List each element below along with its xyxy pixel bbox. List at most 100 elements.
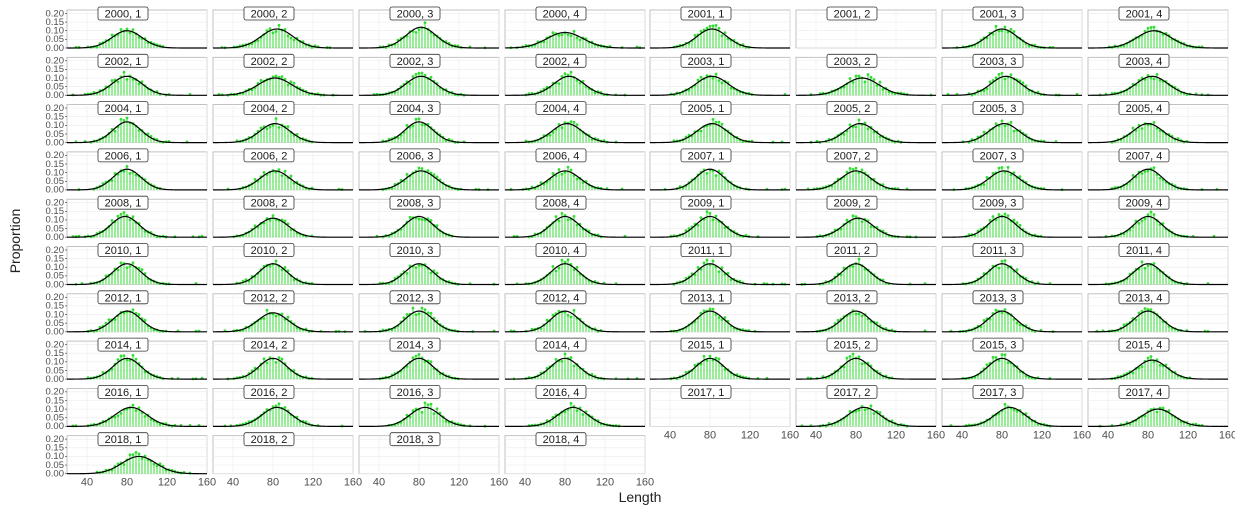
facet-label: 2011, 4	[1126, 245, 1162, 257]
observed-point	[415, 266, 418, 269]
facet-panel: 2001, 1	[650, 7, 790, 49]
facet-label: 2002, 1	[105, 56, 142, 68]
facet-panel: 2013, 4	[1088, 291, 1228, 333]
facet-panel: 2013, 2	[796, 291, 936, 333]
observed-point	[1010, 73, 1013, 76]
observed-point	[430, 403, 433, 406]
facet-label: 2012, 2	[251, 292, 288, 304]
facet-panel: 2000, 4	[505, 7, 645, 49]
observed-point	[861, 168, 864, 171]
facet-label: 2009, 4	[1126, 198, 1163, 210]
facet-label: 2005, 2	[834, 103, 871, 115]
observed-point	[135, 409, 138, 412]
observed-point	[406, 173, 409, 176]
observed-point	[1138, 222, 1141, 225]
observed-point	[1007, 166, 1010, 169]
observed-point	[561, 360, 564, 363]
observed-point	[730, 87, 733, 90]
facet-panel: 2005, 2	[796, 102, 936, 144]
facet-panel: 2009, 3	[942, 196, 1082, 238]
observed-point	[983, 183, 986, 186]
facet-label: 2004, 2	[251, 103, 288, 115]
observed-point	[132, 404, 135, 407]
observed-point	[117, 215, 120, 218]
facet-label: 2016, 4	[543, 387, 580, 399]
observed-point	[287, 83, 290, 86]
observed-point	[852, 214, 855, 217]
observed-point	[846, 357, 849, 360]
observed-point	[846, 219, 849, 222]
facet-label: 2001, 2	[834, 9, 871, 21]
observed-point	[290, 80, 293, 83]
observed-point	[998, 267, 1001, 270]
observed-point	[430, 76, 433, 79]
x-tick-label: 40	[810, 429, 822, 441]
facet-panel: 2007, 2	[796, 149, 936, 191]
observed-point	[1001, 166, 1004, 169]
observed-point	[281, 75, 284, 78]
observed-point	[135, 358, 138, 361]
facet-label: 2008, 2	[251, 198, 288, 210]
observed-point	[418, 167, 421, 170]
observed-point	[564, 72, 567, 75]
observed-point	[570, 169, 573, 172]
observed-point	[424, 21, 427, 24]
observed-point	[278, 126, 281, 129]
observed-point	[995, 122, 998, 125]
observed-point	[1153, 213, 1156, 216]
facet-panel: 2005, 3	[942, 102, 1082, 144]
observed-point	[1016, 268, 1019, 271]
observed-point	[290, 37, 293, 40]
observed-point	[721, 123, 724, 126]
observed-point	[1141, 127, 1144, 130]
observed-point	[269, 27, 272, 30]
facet-label: 2013, 2	[834, 292, 871, 304]
observed-point	[421, 307, 424, 310]
observed-point	[412, 356, 415, 359]
observed-point	[718, 270, 721, 273]
facet-label: 2001, 1	[688, 9, 725, 21]
observed-point	[995, 356, 998, 359]
observed-point	[573, 30, 576, 33]
facet-label: 2013, 3	[980, 292, 1017, 304]
x-tick-label: 40	[664, 429, 676, 441]
facet-label: 2015, 3	[980, 340, 1017, 352]
observed-point	[558, 168, 561, 171]
observed-point	[852, 265, 855, 268]
y-axis-label: Proportion	[7, 209, 23, 274]
x-tick-label: 160	[781, 429, 799, 441]
observed-point	[995, 25, 998, 28]
facet-panel: 2003, 1	[650, 54, 790, 96]
observed-point	[718, 316, 721, 319]
facet-label: 2012, 1	[105, 292, 142, 304]
observed-point	[567, 33, 570, 36]
observed-point	[992, 215, 995, 218]
observed-point	[1150, 308, 1153, 311]
facet-panel: 2001, 3	[942, 7, 1082, 49]
observed-point	[709, 355, 712, 358]
facet-panel: 2016, 3	[359, 385, 499, 427]
observed-point	[709, 25, 712, 28]
observed-point	[1153, 121, 1156, 124]
observed-point	[570, 316, 573, 319]
facet-panel: 2010, 2	[213, 244, 353, 286]
observed-point	[570, 356, 573, 359]
x-tick-label: 120	[741, 429, 759, 441]
observed-point	[260, 79, 263, 82]
observed-point	[287, 34, 290, 37]
observed-point	[1141, 365, 1144, 368]
observed-point	[430, 360, 433, 363]
facet-label: 2001, 3	[980, 9, 1017, 21]
observed-point	[123, 71, 126, 74]
facet-panel: 2014, 2	[213, 338, 353, 380]
observed-point	[278, 356, 281, 359]
facet-panel: 2014, 3	[359, 338, 499, 380]
facet-label: 2000, 1	[105, 9, 142, 21]
observed-point	[1144, 218, 1147, 221]
observed-point	[132, 354, 135, 357]
observed-point	[873, 78, 876, 81]
observed-point	[573, 309, 576, 312]
observed-point	[1150, 355, 1153, 358]
